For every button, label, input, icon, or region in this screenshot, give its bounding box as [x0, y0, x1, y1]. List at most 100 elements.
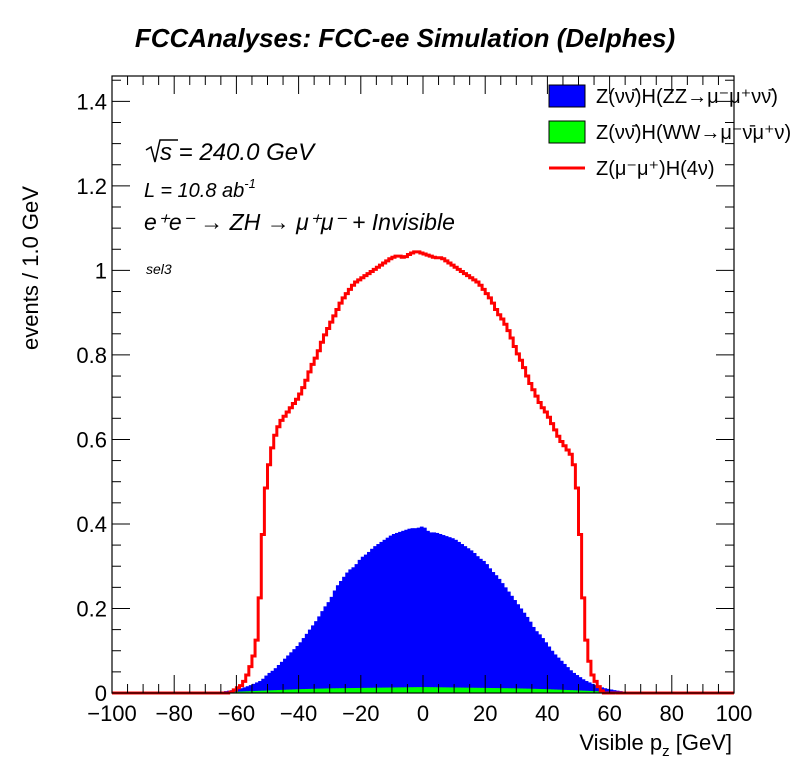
histogram-bin	[398, 687, 402, 693]
histogram-bin	[432, 532, 437, 693]
histogram-bin	[410, 528, 415, 693]
histogram-bin	[351, 688, 356, 693]
histogram-bin	[569, 690, 573, 693]
histogram-bin	[475, 556, 480, 693]
histogram-bin	[407, 687, 412, 693]
histogram-bin	[531, 626, 536, 693]
histogram-bin	[363, 687, 368, 693]
histogram-bin	[320, 611, 325, 693]
histogram-bin	[373, 687, 377, 693]
histogram-bin	[609, 689, 614, 693]
lumi-exp: -1	[244, 176, 256, 191]
histogram-bin	[295, 645, 300, 693]
histogram-bin	[594, 691, 598, 693]
histogram-bin	[466, 687, 471, 693]
histogram-bin	[419, 687, 424, 693]
histogram-bin	[438, 533, 443, 693]
histogram-bin	[525, 688, 530, 693]
histogram-bin	[239, 691, 244, 693]
histogram-bin	[264, 690, 269, 693]
histogram-bin	[506, 591, 511, 693]
x-tick-label: −80	[156, 701, 193, 726]
histogram-bin	[351, 567, 356, 693]
histogram-bin	[289, 689, 293, 693]
histogram-bin	[426, 687, 430, 693]
histogram-bin	[429, 687, 433, 693]
x-axis-title-main: Visible p	[579, 730, 662, 755]
histogram-bin	[376, 687, 381, 693]
histogram-bin	[385, 687, 390, 693]
histogram-bin	[432, 687, 437, 693]
histogram-bin	[463, 687, 468, 693]
histogram-bin	[329, 596, 334, 693]
histogram-bin	[519, 608, 524, 693]
histogram-bin	[416, 527, 421, 693]
histogram-bin	[348, 569, 353, 693]
y-tick-label: 0.8	[76, 343, 107, 368]
histogram-bin	[345, 688, 349, 693]
histogram-bin	[283, 658, 287, 693]
x-tick-label: 100	[716, 701, 753, 726]
selection-annotation: sel3	[146, 261, 172, 277]
histogram-bin	[419, 526, 424, 693]
histogram-bin	[460, 544, 465, 693]
histogram-bin	[469, 687, 474, 693]
histogram-bin	[404, 529, 409, 693]
x-tick-label: 20	[473, 701, 497, 726]
histogram-bin	[292, 689, 297, 693]
histogram-bin	[426, 530, 430, 693]
histogram-bin	[466, 548, 471, 693]
histogram-bin	[395, 532, 399, 693]
x-tick-label: −100	[87, 701, 137, 726]
histogram-bin	[497, 578, 502, 693]
histogram-bin	[522, 688, 527, 693]
annotations: s = 240.0 GeV L = 10.8 ab-1 e⁺e⁻ → ZH → …	[144, 139, 455, 277]
histogram-bin	[553, 689, 558, 693]
histogram-bin	[391, 687, 396, 693]
histogram-bin	[444, 687, 449, 693]
histogram-bin	[326, 688, 331, 693]
y-tick-label: 0	[95, 681, 107, 706]
histogram-bin	[357, 687, 362, 693]
histogram-bin	[339, 581, 343, 693]
histogram-bin	[367, 687, 371, 693]
legend-entry: Z(νν̄)H(WW→μ⁻ν̄μ⁺ν)	[548, 120, 791, 144]
histogram-bin	[435, 532, 440, 693]
histogram-bin	[544, 689, 548, 693]
histogram-bin	[373, 546, 377, 693]
histogram-bin	[360, 556, 365, 693]
histogram-bin	[376, 544, 381, 693]
histogram-bin	[528, 621, 533, 693]
x-tick-label: −20	[342, 701, 379, 726]
legend: Z(νν̄)H(ZZ→μ⁻μ⁺νν̄) Z(νν̄)H(WW→μ⁻ν̄μ⁺ν) Z(…	[548, 84, 791, 180]
histogram-bin	[273, 668, 278, 693]
histogram-bin	[435, 687, 440, 693]
histogram-bin	[500, 583, 505, 693]
histogram-bin	[245, 686, 250, 693]
histogram-bin	[258, 690, 262, 693]
histogram-bin	[391, 533, 396, 693]
legend-entry: Z(μ⁻μ⁺)H(4ν)	[549, 158, 715, 180]
histogram-bin	[590, 683, 595, 693]
histogram-bin	[531, 688, 536, 693]
histogram-bin	[345, 572, 349, 693]
lumi-text: L = 10.8 ab	[144, 180, 244, 202]
histogram-bin	[335, 585, 340, 693]
legend-label: Z(νν̄)H(ZZ→μ⁻μ⁺νν̄)	[596, 86, 778, 108]
histogram-bin	[572, 672, 576, 693]
sqrt-symbol-icon	[145, 139, 178, 163]
histogram-bin	[550, 650, 555, 693]
histogram-bin	[270, 670, 275, 693]
histogram-bin	[261, 678, 265, 693]
histogram-bin	[562, 689, 567, 693]
histogram-bin	[491, 688, 496, 693]
histogram-bin	[283, 689, 287, 693]
histogram-bin	[553, 654, 558, 693]
histogram-bin	[304, 688, 309, 693]
histogram-bin	[401, 530, 405, 693]
histogram-bin	[236, 688, 241, 693]
histogram-bin	[267, 690, 272, 693]
histogram-bin	[236, 691, 241, 693]
histogram-bin	[307, 629, 312, 693]
